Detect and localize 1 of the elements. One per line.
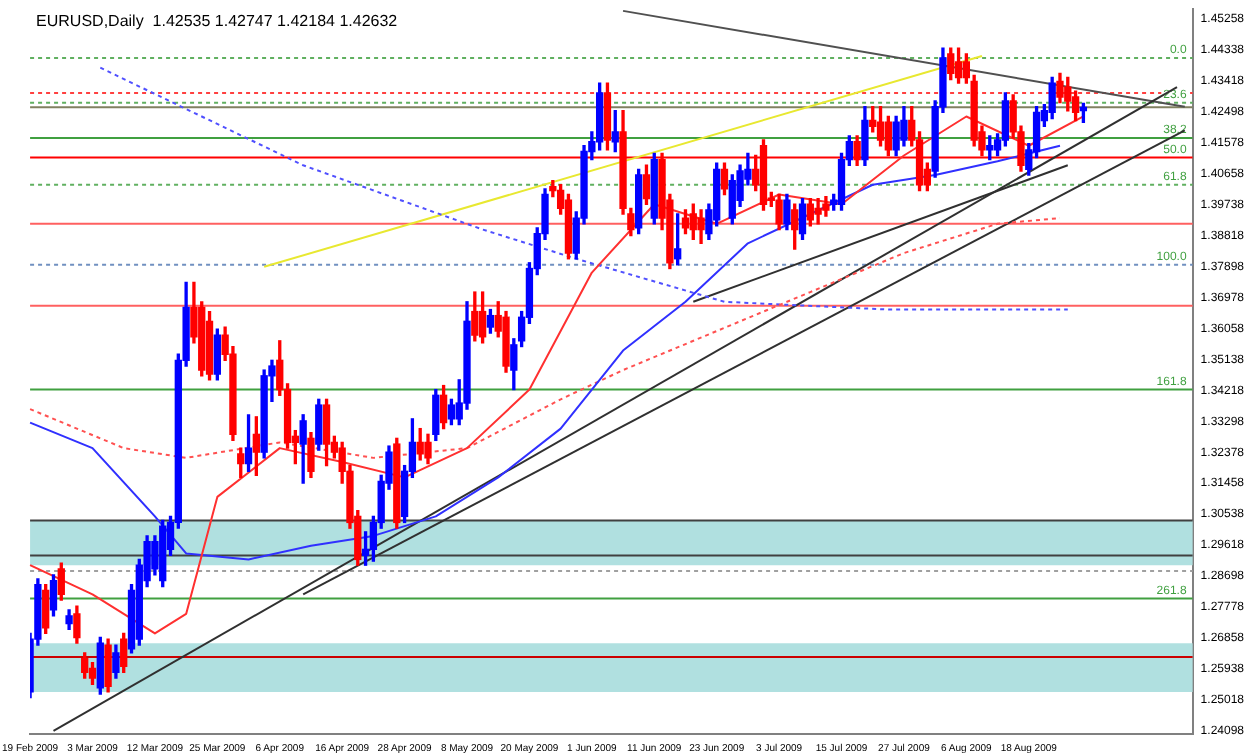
chart-title: EURUSD,Daily 1.42535 1.42747 1.42184 1.42632 [36, 11, 399, 30]
